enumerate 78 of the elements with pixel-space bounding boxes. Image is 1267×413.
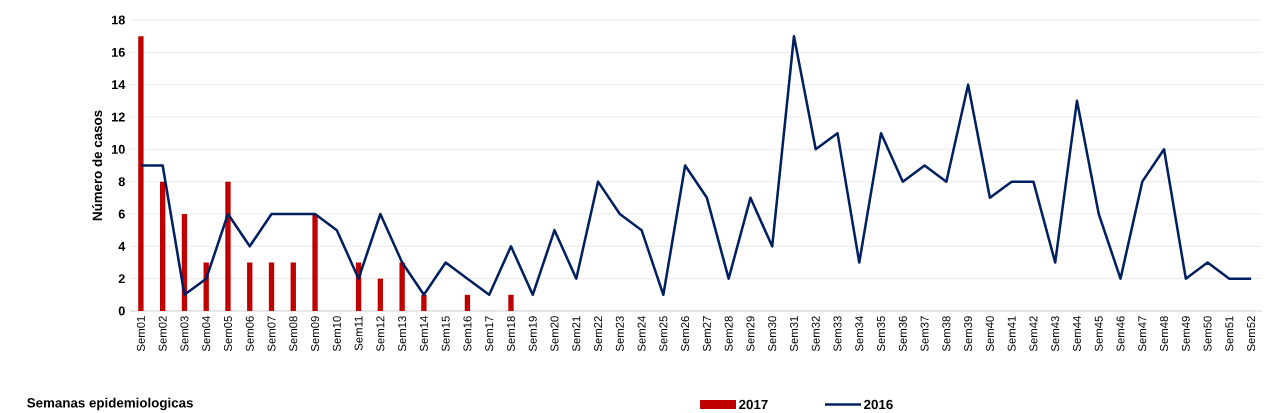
x-tick-label: Sem08 [289, 316, 298, 352]
bar [377, 278, 384, 311]
y-tick-label: 14 [112, 80, 126, 90]
y-axis-title: Número de casos [92, 110, 103, 221]
x-tick-label: Sem44 [1072, 316, 1081, 352]
x-axis-title: Semanas epidemiologicas [27, 397, 193, 411]
x-tick-label: Sem10 [332, 316, 341, 352]
bar [421, 294, 427, 311]
x-tick-label: Sem38 [942, 316, 951, 352]
bar [268, 262, 275, 311]
x-tick-label: Sem16 [463, 316, 472, 352]
x-tick-label: Sem20 [550, 316, 559, 352]
x-tick-label: Sem17 [485, 316, 494, 352]
x-tick-label: Sem34 [855, 316, 864, 352]
x-tick-label: Sem06 [245, 316, 254, 352]
x-tick-label: Sem52 [1247, 316, 1256, 352]
x-tick-label: Sem12 [376, 316, 385, 352]
x-tick-label: Sem47 [1138, 316, 1147, 352]
x-tick-label: Sem22 [594, 316, 603, 352]
x-tick-label: Sem50 [1203, 316, 1212, 352]
bar [312, 213, 318, 311]
x-tick-label: Sem49 [1181, 316, 1190, 352]
legend-label: 2017 [739, 399, 768, 410]
x-tick-label: Sem43 [1051, 316, 1060, 352]
x-tick-label: Sem09 [311, 316, 320, 352]
x-tick-label: Sem23 [615, 316, 624, 352]
x-tick-label: Sem35 [877, 316, 886, 352]
x-tick-label: Sem51 [1225, 316, 1234, 352]
bar [290, 262, 296, 311]
bar [225, 181, 231, 311]
y-tick-label: 10 [112, 144, 125, 154]
x-tick-label: Sem14 [419, 316, 428, 352]
x-tick-label: Sem36 [898, 316, 907, 352]
x-tick-label: Sem02 [158, 316, 167, 352]
x-tick-label: Sem21 [572, 316, 581, 352]
x-tick-label: Sem48 [1160, 316, 1169, 352]
x-tick-label: Sem07 [267, 316, 276, 352]
x-tick-label: Sem03 [180, 316, 189, 352]
x-tick-label: Sem39 [964, 316, 973, 352]
y-tick-label: 8 [118, 177, 125, 187]
y-tick-label: 6 [118, 209, 125, 219]
x-tick-label: Sem26 [681, 316, 690, 352]
x-tick-label: Sem05 [223, 316, 232, 352]
x-tick-label: Sem27 [702, 316, 711, 352]
y-tick-label: 4 [118, 241, 126, 251]
x-tick-label: Sem13 [398, 316, 407, 352]
y-tick-label: 0 [118, 306, 125, 316]
bar [508, 294, 514, 311]
bar [247, 262, 253, 311]
bar [160, 181, 166, 311]
x-tick-label: Sem24 [637, 316, 646, 352]
x-tick-label: Sem32 [811, 316, 820, 352]
bar [464, 294, 471, 311]
x-tick-label: Sem42 [1029, 316, 1038, 352]
x-tick-label: Sem37 [920, 316, 929, 352]
x-tick-label: Sem11 [354, 316, 363, 351]
legend-label: 2016 [864, 399, 893, 410]
x-tick-label: Sem40 [985, 316, 994, 352]
x-tick-label: Sem41 [1007, 316, 1016, 352]
y-tick-label: 18 [112, 15, 125, 25]
y-tick-label: 16 [112, 47, 125, 57]
x-tick-label: Sem31 [789, 316, 798, 352]
x-tick-label: Sem45 [1094, 316, 1103, 352]
x-tick-label: Sem01 [136, 316, 145, 352]
x-tick-label: Sem25 [659, 316, 668, 352]
x-tick-label: Sem18 [506, 316, 515, 352]
y-tick-label: 12 [112, 112, 125, 122]
x-tick-label: Sem29 [746, 316, 755, 352]
bar [399, 262, 405, 311]
x-tick-label: Sem28 [724, 316, 733, 352]
x-tick-label: Sem19 [528, 316, 537, 352]
x-tick-label: Sem33 [833, 316, 842, 352]
bar [138, 36, 144, 311]
x-tick-label: Sem30 [768, 316, 777, 352]
x-tick-label: Sem46 [1116, 316, 1125, 352]
y-tick-label: 2 [118, 274, 125, 284]
x-tick-label: Sem04 [202, 316, 211, 352]
x-tick-label: Sem15 [441, 316, 450, 352]
